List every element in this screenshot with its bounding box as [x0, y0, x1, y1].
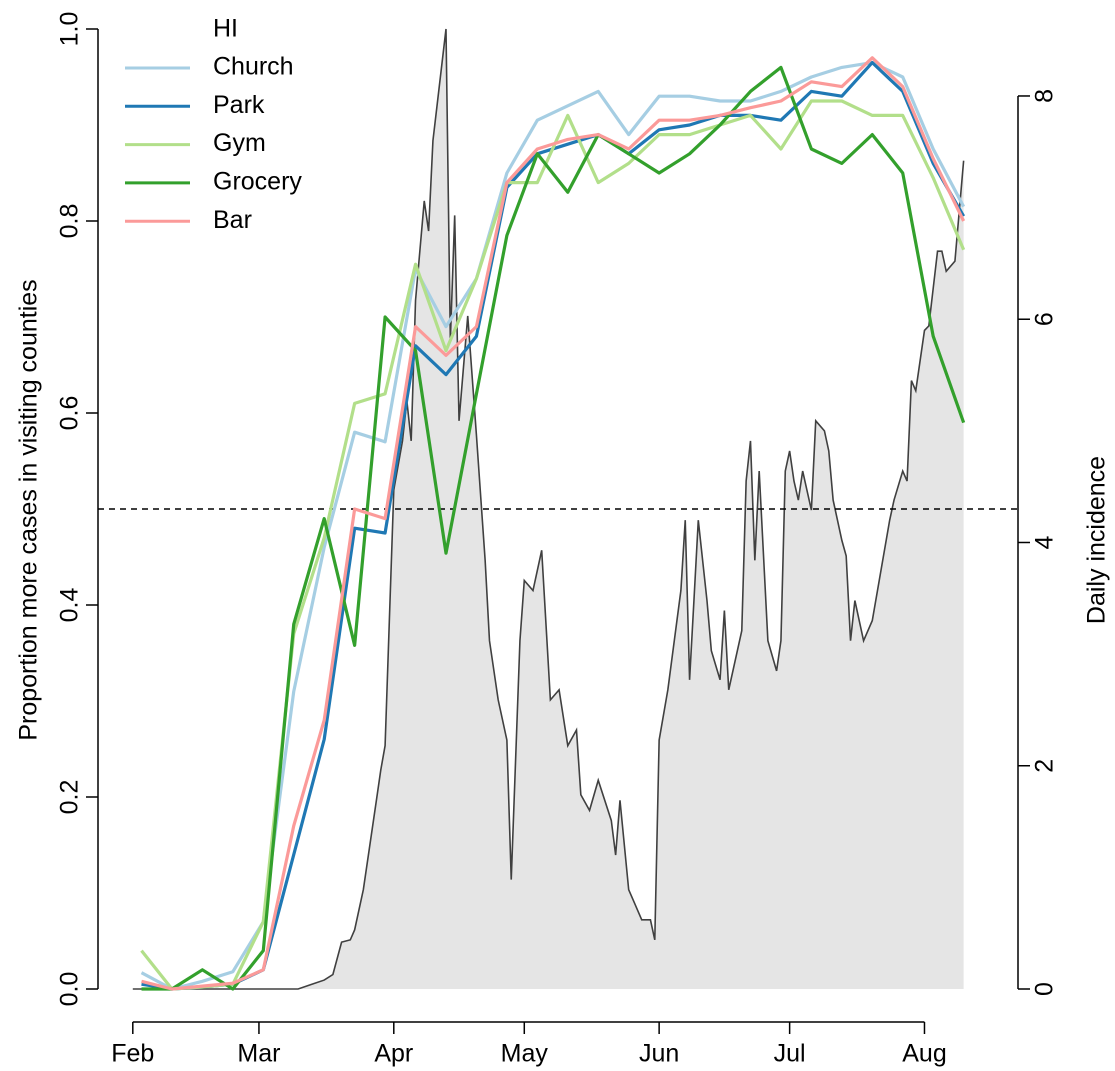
y2-tick-label: 2 — [1031, 759, 1059, 773]
y-tick-label: 0.6 — [56, 396, 84, 431]
legend-label: Gym — [213, 129, 266, 157]
y-axis-title: Proportion more cases in visiting counti… — [15, 279, 43, 740]
y2-tick-label: 8 — [1031, 89, 1059, 103]
series-line — [140, 61, 966, 991]
y-tick-label: 0.2 — [56, 780, 84, 815]
y2-axis-title: Daily incidence — [1083, 456, 1111, 624]
y2-tick-label: 6 — [1031, 312, 1059, 326]
series-line — [141, 56, 966, 991]
y2-tick-label: 0 — [1031, 982, 1059, 996]
x-tick-label: Jul — [774, 1040, 806, 1068]
y-tick-label: 1.0 — [56, 12, 84, 47]
y2-tick-label: 4 — [1031, 535, 1059, 549]
legend-label: Bar — [213, 206, 252, 234]
y-tick-label: 0.0 — [56, 972, 84, 1007]
x-tick-label: Feb — [111, 1040, 154, 1068]
x-tick-label: May — [501, 1040, 549, 1068]
legend-label: Church — [213, 53, 294, 81]
legend-label: Grocery — [213, 168, 302, 196]
y-tick-label: 0.4 — [56, 588, 84, 623]
incidence-area — [132, 29, 964, 989]
x-tick-label: Apr — [374, 1040, 413, 1068]
series-line — [141, 65, 966, 991]
x-tick-label: Jun — [639, 1040, 679, 1068]
incidence-line — [132, 28, 965, 990]
x-tick-label: Mar — [237, 1040, 280, 1068]
legend-label: Park — [213, 91, 265, 119]
legend-title: HI — [213, 15, 238, 43]
x-tick-label: Aug — [902, 1040, 946, 1068]
y-tick-label: 0.8 — [56, 204, 84, 239]
